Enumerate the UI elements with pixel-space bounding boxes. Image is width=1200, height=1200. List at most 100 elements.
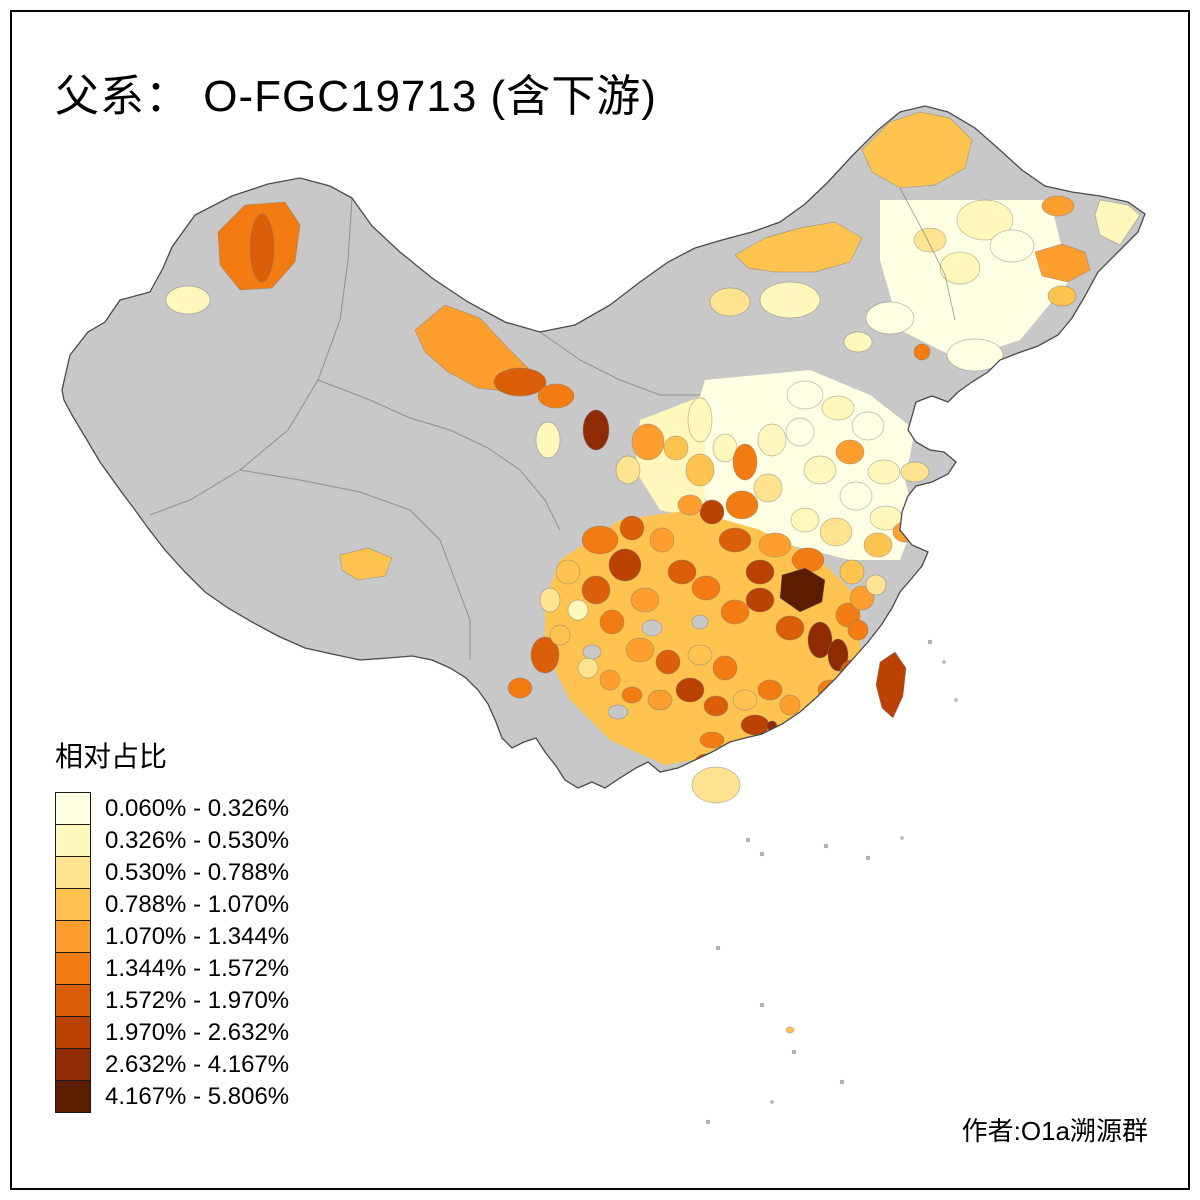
region-patch bbox=[913, 227, 947, 253]
legend-swatch bbox=[55, 888, 91, 921]
region-patch bbox=[913, 343, 931, 361]
region-patch bbox=[779, 567, 826, 613]
region-patch bbox=[649, 527, 675, 553]
island-speck bbox=[715, 945, 721, 951]
region-patch bbox=[667, 559, 697, 585]
region-patch bbox=[785, 1026, 795, 1034]
region-patch bbox=[712, 655, 738, 681]
region-patch bbox=[817, 679, 843, 701]
region-patch bbox=[165, 285, 211, 315]
region-patch bbox=[753, 473, 783, 503]
region-patch bbox=[530, 636, 560, 674]
region-patch bbox=[807, 621, 833, 659]
legend-row: 1.070% - 1.344% bbox=[55, 920, 289, 953]
legend-swatch bbox=[55, 792, 91, 825]
region-patch bbox=[757, 679, 783, 701]
province-boundary bbox=[317, 379, 561, 531]
region-patch bbox=[687, 397, 713, 443]
island-speck bbox=[839, 1079, 845, 1085]
region-patch bbox=[537, 383, 575, 409]
region-patch bbox=[1034, 243, 1091, 283]
island-speck bbox=[770, 1100, 774, 1104]
region-patch bbox=[843, 331, 873, 353]
legend-swatch bbox=[55, 984, 91, 1017]
region-patch bbox=[608, 548, 642, 582]
region-patch bbox=[539, 587, 561, 613]
region-patch bbox=[803, 455, 837, 485]
region-patch bbox=[599, 609, 625, 635]
region-patch bbox=[582, 644, 602, 660]
province-boundary bbox=[149, 197, 353, 516]
legend-row: 0.530% - 0.788% bbox=[55, 856, 289, 889]
region-patch bbox=[699, 731, 725, 749]
region-patch bbox=[621, 686, 643, 704]
region-patch bbox=[865, 574, 887, 596]
island-speck bbox=[745, 837, 751, 843]
region-patch bbox=[839, 659, 865, 685]
region-patch bbox=[630, 587, 660, 613]
region-patch bbox=[786, 380, 824, 410]
region-patch bbox=[691, 614, 709, 630]
region-patch bbox=[249, 213, 275, 283]
region-patch bbox=[507, 677, 533, 699]
region-patch bbox=[821, 395, 855, 421]
region-patch bbox=[535, 421, 561, 459]
region-patch bbox=[867, 459, 901, 485]
region-patch bbox=[892, 521, 918, 543]
region-patch bbox=[1094, 199, 1141, 246]
region-patch bbox=[549, 624, 571, 646]
province-boundary bbox=[899, 187, 956, 321]
legend: 相对占比 0.060% - 0.326% 0.326% - 0.530% 0.530… bbox=[55, 735, 289, 1113]
region-patch bbox=[745, 587, 775, 613]
region-patch bbox=[703, 695, 729, 717]
island-speck bbox=[823, 843, 829, 849]
region-patch bbox=[718, 527, 752, 553]
region-patch bbox=[791, 547, 825, 573]
region-patch bbox=[709, 287, 751, 317]
region-patch bbox=[720, 599, 750, 625]
legend-label: 0.326% - 0.530% bbox=[105, 826, 290, 854]
region-patch bbox=[599, 669, 621, 691]
island-speck bbox=[954, 698, 958, 702]
region-patch bbox=[582, 409, 610, 451]
hainan-island bbox=[691, 766, 741, 804]
region-patch bbox=[956, 199, 1014, 241]
legend-swatch bbox=[55, 824, 91, 857]
island-speck bbox=[942, 660, 946, 664]
region-patch bbox=[839, 481, 873, 511]
legend-row: 0.788% - 1.070% bbox=[55, 888, 289, 921]
island-speck bbox=[759, 851, 765, 857]
region-patch bbox=[779, 694, 801, 716]
region-patch bbox=[581, 575, 611, 605]
legend-swatch bbox=[55, 1080, 91, 1113]
region-patch bbox=[631, 423, 665, 461]
region-patch bbox=[581, 525, 619, 555]
region-patch bbox=[615, 455, 641, 485]
region-patch bbox=[577, 657, 599, 679]
region-patch bbox=[827, 638, 849, 672]
region-patch bbox=[865, 301, 915, 335]
legend-swatch bbox=[55, 1048, 91, 1081]
island-speck bbox=[927, 639, 933, 645]
legend-title: 相对占比 bbox=[55, 741, 168, 772]
legend-swatch bbox=[55, 952, 91, 985]
legend-row: 1.572% - 1.970% bbox=[55, 984, 289, 1017]
region-patch bbox=[725, 490, 759, 520]
legend-label: 1.344% - 1.572% bbox=[105, 954, 290, 982]
island-speck bbox=[705, 1119, 711, 1125]
province-boundary bbox=[539, 331, 700, 396]
legend-label: 4.167% - 5.806% bbox=[105, 1082, 290, 1110]
legend-label: 0.530% - 0.788% bbox=[105, 858, 290, 886]
taiwan-island bbox=[875, 651, 907, 719]
island-speck bbox=[865, 855, 871, 861]
region-patch bbox=[861, 111, 973, 189]
legend-label: 2.632% - 4.167% bbox=[105, 1050, 290, 1078]
region-patch bbox=[555, 559, 581, 585]
region-patch bbox=[847, 619, 869, 641]
legend-swatch bbox=[55, 856, 91, 889]
region-patch bbox=[939, 251, 981, 285]
region-patch bbox=[989, 229, 1035, 263]
region-patch bbox=[839, 559, 865, 585]
region-patch bbox=[625, 637, 655, 663]
legend-swatch bbox=[55, 920, 91, 953]
